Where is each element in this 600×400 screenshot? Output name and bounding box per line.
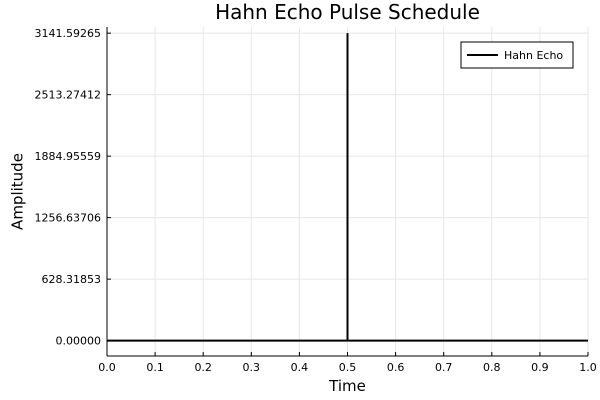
x-tick-label: 0.3 <box>243 361 261 374</box>
y-axis-title: Amplitude <box>9 153 27 230</box>
x-tick-label: 1.0 <box>579 361 597 374</box>
x-tick-label: 0.5 <box>339 361 357 374</box>
y-tick-label: 1884.95559 <box>35 150 101 163</box>
x-tick-label: 0.6 <box>387 361 405 374</box>
legend-label-hahn-echo: Hahn Echo <box>504 49 563 62</box>
y-tick-label: 0.00000 <box>56 335 102 348</box>
y-tick-label: 3141.59265 <box>35 27 101 40</box>
legend: Hahn Echo <box>460 41 574 69</box>
x-ticks: 0.0 0.1 0.2 0.3 0.4 0.5 0.6 0.7 0.8 0.9 1.0 <box>98 352 597 374</box>
x-tick-label: 0.0 <box>98 361 116 374</box>
y-tick-label: 2513.27412 <box>35 89 101 102</box>
x-tick-label: 0.7 <box>435 361 453 374</box>
x-tick-label: 0.2 <box>194 361 212 374</box>
y-tick-label: 1256.63706 <box>35 212 101 225</box>
x-tick-label: 0.4 <box>291 361 309 374</box>
y-ticks: 0.00000 628.31853 1256.63706 1884.95559 2513… <box>35 27 111 348</box>
x-axis-title: Time <box>328 377 366 395</box>
series-line-hahn-echo <box>107 33 588 342</box>
series <box>107 33 588 342</box>
x-tick-label: 0.9 <box>531 361 549 374</box>
x-tick-label: 0.8 <box>483 361 501 374</box>
chart-title: Hahn Echo Pulse Schedule <box>215 0 480 24</box>
y-tick-label: 628.31853 <box>42 273 102 286</box>
x-tick-label: 0.1 <box>146 361 164 374</box>
